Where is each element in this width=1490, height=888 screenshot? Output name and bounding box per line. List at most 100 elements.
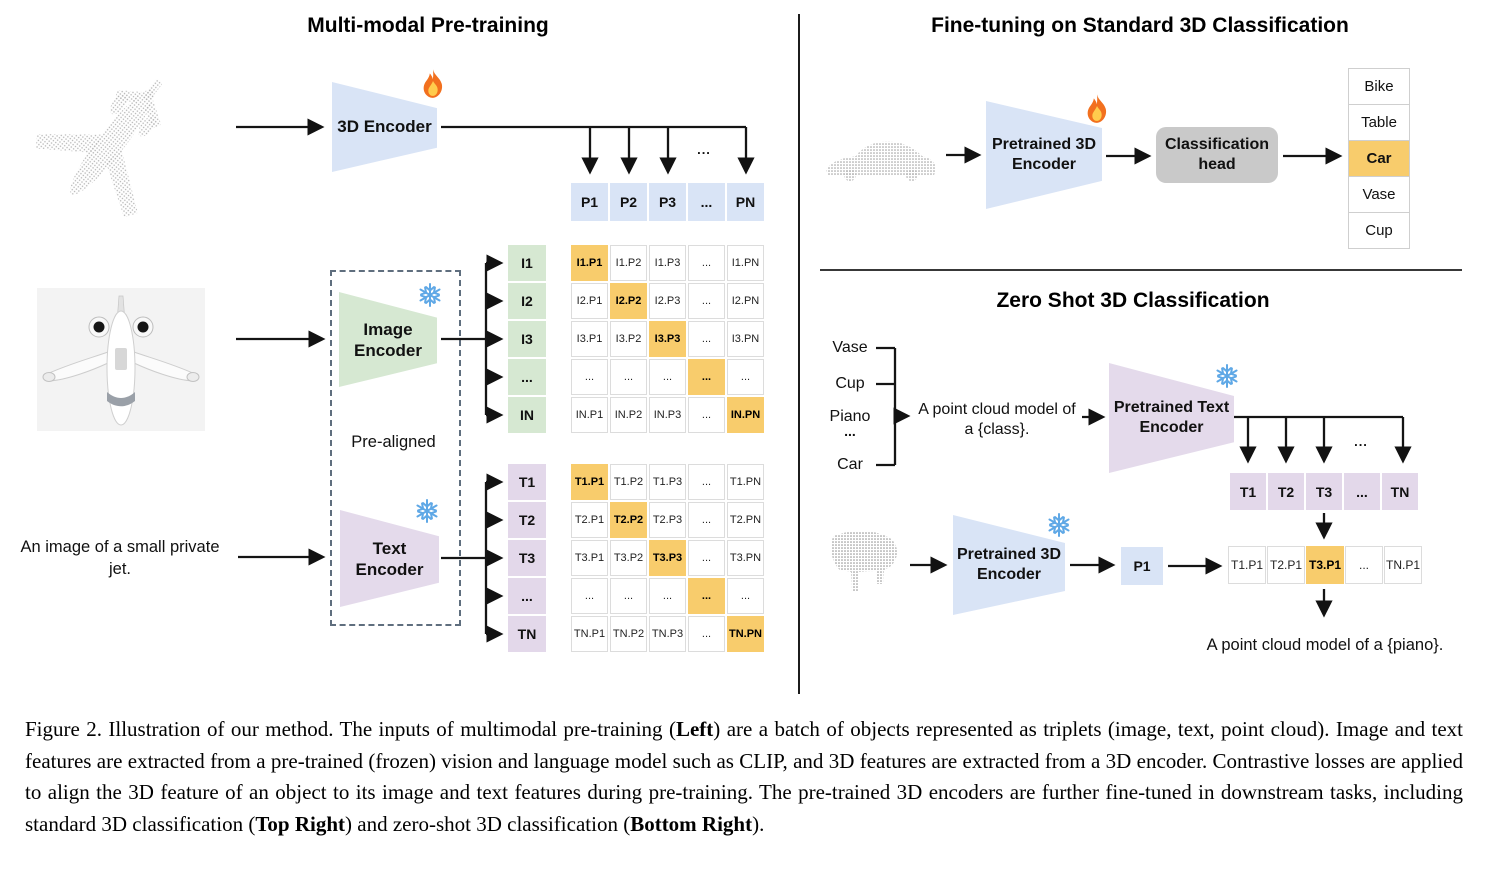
class-cell: Table [1349,105,1409,141]
matrix-cell: ... [649,359,686,395]
matrix-cell: I1.P2 [610,245,647,281]
p1-label: P1 [1133,558,1151,574]
class-cell: Car [1349,141,1409,177]
similarity-cell: T3.P1 [1306,546,1344,584]
airplane-point-cloud [35,79,162,218]
caption-segment: ) and zero-shot 3D classification ( [345,811,631,836]
piano-point-cloud [831,531,897,592]
matrix-row-label: T1 [508,464,546,500]
matrix-cell: ... [688,397,725,433]
matrix-cell: ... [688,464,725,500]
matrix-cell: T1.P2 [610,464,647,500]
matrix-cell: I1.P3 [649,245,686,281]
class-cell: Cup [1365,222,1393,239]
matrix-row-label: ... [508,578,546,614]
private-jet-image [37,288,205,431]
similarity-cell: ... [1345,546,1383,584]
matrix-cell: T2.PN [727,502,764,538]
matrix-cell: T3.PN [727,540,764,576]
prompt-line-1: A point cloud model of [918,401,1076,418]
p-feature-row: P1 P2 P3... PN [571,183,764,221]
matrix-cell: I2.PN [727,283,764,319]
p-cell: ... [688,183,725,221]
p-cell: P1 [571,183,608,221]
matrix-row-label: IN [508,397,546,433]
matrix-cell: ... [688,321,725,357]
matrix-cell: T1.P3 [649,464,686,500]
matrix-cell: I3.P3 [649,321,686,357]
image-point-similarity-matrix: I1.P1 I1.P2 I1.P3... I1.PN I2.P1 I2.P2 I2.P3..… [571,245,764,433]
classification-result-list: Bike Table Car Vase Cup [1348,68,1410,249]
matrix-cell: T2.P3 [649,502,686,538]
matrix-cell: ... [727,359,764,395]
matrix-cell: ... [688,359,725,395]
matrix-cell: TN.P2 [610,616,647,652]
encoder-3d-label: 3D Encoder [337,117,432,136]
matrix-cell: ... [688,578,725,614]
matrix-cell: T1.P1 [571,464,608,500]
matrix-cell: I1.P1 [571,245,608,281]
prompt-line-2: a {class}. [964,420,1030,438]
similarity-cell: T1.P1 [1228,546,1266,584]
caption-segment: ) are a batch of objects represented as … [25,717,1463,836]
zero-shot-class-label: Vase [832,339,868,356]
t-cell: T1 [1230,473,1266,510]
classification-head-label: Classification head [1164,136,1270,173]
zero-shot-similarity-row: T1.P1 T2.P1 T3.P1... TN.P1 [1228,546,1422,584]
car-point-cloud [826,141,936,181]
matrix-cell: I3.PN [727,321,764,357]
matrix-row-label: TN [508,616,546,652]
text-point-similarity-matrix: T1.P1 T1.P2 T1.P3... T1.PN T2.P1 T2.P2 T2.P3..… [571,464,764,652]
text-feature-labels: T1 T2 T3... TN [508,464,546,652]
zero-shot-class-label: Cup [835,375,865,392]
ellipsis-p-arrows: ... [697,142,711,157]
matrix-cell: ... [688,616,725,652]
matrix-row-label: I1 [508,245,546,281]
matrix-cell: T2.P2 [610,502,647,538]
zero-shot-output-text: A point cloud model of a {piano}. [1206,636,1444,654]
matrix-cell: T3.P1 [571,540,608,576]
matrix-cell: IN.PN [727,397,764,433]
pretrained-3d-encoder-zeroshot-label: Pretrained 3D Encoder [956,546,1062,583]
caption-segment: Bottom Right [630,811,753,836]
p-cell: P2 [610,183,647,221]
prompt-template-text: A point cloud model of a {class}. [907,400,1087,439]
matrix-cell: I2.P3 [649,283,686,319]
matrix-cell: ... [649,578,686,614]
similarity-cell: T2.P1 [1267,546,1305,584]
snowflake-icon [1048,513,1070,537]
matrix-cell: TN.P1 [571,616,608,652]
caption-segment: Left [675,717,714,741]
matrix-cell: ... [688,245,725,281]
matrix-cell: T3.P3 [649,540,686,576]
image-encoder: Image Encoder [339,292,437,387]
caption-segment: Top Right [255,811,346,836]
matrix-cell: I3.P1 [571,321,608,357]
matrix-cell: I1.PN [727,245,764,281]
matrix-cell: I3.P2 [610,321,647,357]
class-cell: Vase [1349,177,1409,213]
zero-shot-class-label: Car [837,456,863,473]
snowflake-icon [416,499,438,523]
caption-segment: ). [752,811,765,836]
matrix-cell: IN.P1 [571,397,608,433]
t-cell: TN [1382,473,1418,510]
matrix-row-label: T3 [508,540,546,576]
snowflake-icon [1216,364,1238,388]
matrix-row-label: ... [508,359,546,395]
zero-shot-class-label: ... [844,423,856,439]
text-encoder-label: Text Encoder [355,538,424,579]
image-encoder-label: Image Encoder [353,319,423,360]
matrix-cell: T3.P2 [610,540,647,576]
similarity-cell: TN.P1 [1384,546,1422,584]
matrix-cell: ... [688,283,725,319]
flame-icon [423,69,443,98]
matrix-cell: IN.P2 [610,397,647,433]
p-cell: PN [727,183,764,221]
matrix-row-label: T2 [508,502,546,538]
matrix-cell: ... [610,578,647,614]
zero-shot-class-label: Piano [829,408,871,425]
title-multimodal-pretraining: Multi-modal Pre-training [307,14,549,37]
pre-aligned-label: Pre-aligned [351,433,436,451]
